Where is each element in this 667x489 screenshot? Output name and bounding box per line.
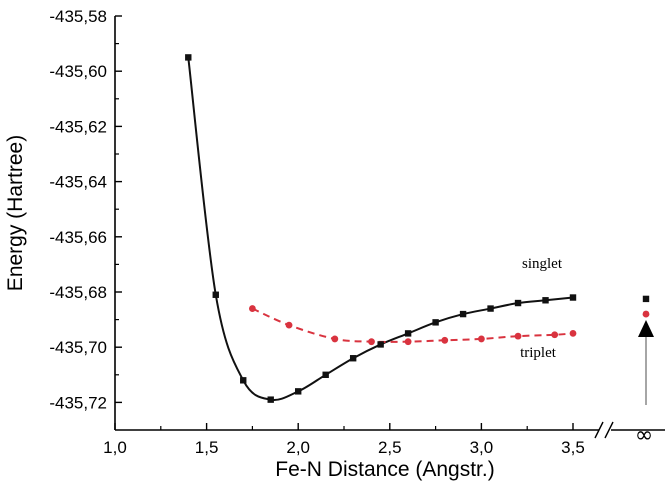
- y-tick-label: -435,68: [49, 283, 107, 302]
- axes: [114, 16, 665, 439]
- singlet-line: [187, 57, 574, 401]
- x-tick-label: 3,5: [561, 438, 585, 457]
- x-tick-label: 2,5: [378, 438, 402, 457]
- singlet-point: [459, 310, 467, 318]
- singlet-point: [377, 341, 384, 348]
- singlet-point: [432, 319, 439, 326]
- y-tick-label: -435,70: [49, 338, 107, 357]
- singlet-point: [322, 371, 329, 378]
- y-tick-label: -435,58: [49, 7, 107, 26]
- triplet-point: [285, 321, 293, 329]
- triplet-point: [441, 336, 449, 344]
- x-tick-label: 2,0: [286, 438, 310, 457]
- singlet-point: [487, 305, 494, 312]
- singlet-point: [295, 388, 302, 395]
- y-tick-label: -435,60: [49, 62, 107, 81]
- singlet-infinity-point: [642, 295, 650, 303]
- singlet-point: [514, 299, 522, 307]
- triplet-point: [478, 335, 485, 343]
- y-tick-label: -435,72: [49, 393, 107, 412]
- series-label-singlet: singlet: [522, 256, 563, 272]
- x-tick-label: 3,0: [470, 438, 494, 457]
- singlet-point: [212, 291, 219, 298]
- series-label-triplet: triplet: [520, 345, 557, 361]
- y-tick-label: -435,62: [49, 117, 107, 136]
- asymptote-markers: [638, 295, 654, 405]
- y-axis-title: Energy (Hartree): [4, 135, 27, 291]
- triplet-point: [514, 332, 522, 340]
- triplet-point: [404, 338, 412, 346]
- triplet-point: [249, 305, 256, 312]
- y-tick-label: -435,64: [49, 173, 107, 192]
- x-tick-label: 1,5: [195, 438, 219, 457]
- series-lines: [187, 57, 574, 401]
- triplet-point: [331, 335, 339, 343]
- singlet-point: [349, 355, 357, 362]
- x-break-infinity-label: ∞: [635, 423, 653, 448]
- singlet-point: [185, 54, 192, 61]
- y-tick-label: -435,66: [49, 228, 107, 247]
- triplet-point: [368, 338, 375, 346]
- singlet-point: [569, 294, 577, 301]
- triplet-point: [551, 331, 559, 339]
- triplet-line: [251, 307, 574, 343]
- singlet-point: [404, 330, 412, 337]
- x-axis-title: Fe-N Distance (Angstr.): [275, 458, 494, 481]
- triplet-point: [569, 330, 577, 337]
- infinity-arrow-head: [638, 320, 654, 337]
- axis-break-mark: [604, 421, 614, 439]
- axis-break-mark: [594, 421, 604, 439]
- series-markers: [185, 54, 577, 403]
- ticks: -435,58 -435,60 -435,62 -435,64 -435,66 -435,…: [49, 7, 584, 457]
- x-tick-label: 1,0: [103, 438, 127, 457]
- triplet-infinity-point: [642, 310, 650, 318]
- singlet-point: [267, 396, 274, 403]
- singlet-point: [240, 377, 247, 384]
- singlet-point: [542, 297, 549, 304]
